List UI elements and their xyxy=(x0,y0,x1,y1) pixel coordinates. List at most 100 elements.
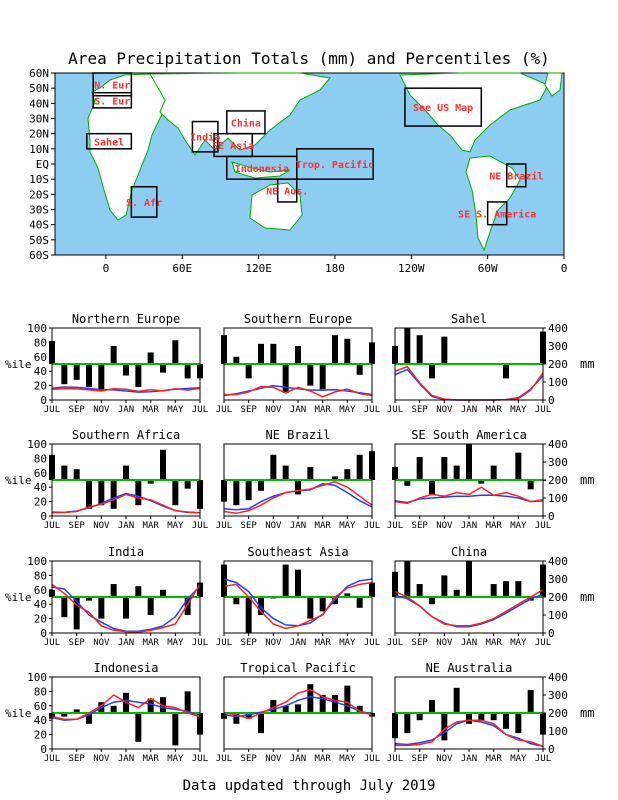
x-tick-label: JUL xyxy=(364,521,380,531)
normal-precip-line xyxy=(223,384,373,397)
y-tick-label: 0 xyxy=(40,627,47,640)
percentile-bar xyxy=(172,340,179,364)
percentile-bar xyxy=(135,713,142,742)
percentile-bar xyxy=(404,561,411,597)
percentile-bar xyxy=(416,456,423,480)
map-lat-label: 20N xyxy=(29,128,49,141)
percentile-bar xyxy=(270,700,277,713)
y2-tick-label: 100 xyxy=(548,609,568,622)
y2-tick-label: 400 xyxy=(548,671,568,684)
x-tick-label: JUL xyxy=(192,521,208,531)
percentile-bar xyxy=(184,480,191,489)
map-lon-label: 180 xyxy=(325,262,345,275)
observed-precip-line xyxy=(223,581,373,630)
x-tick-label: JUL xyxy=(216,405,232,415)
percentile-bar xyxy=(356,597,363,608)
percentile-bar xyxy=(233,480,240,506)
x-tick-label: NOV xyxy=(265,521,282,531)
percentile-bar xyxy=(98,597,105,619)
percentile-bar xyxy=(307,684,314,713)
percentile-bar xyxy=(270,454,277,480)
percentile-bar xyxy=(490,584,497,597)
percentile-bar xyxy=(73,597,80,630)
percentile-bar xyxy=(73,364,80,380)
x-tick-label: MAY xyxy=(339,521,356,531)
map-region-box xyxy=(276,178,298,203)
x-tick-label: NOV xyxy=(93,638,110,648)
percentile-bar xyxy=(184,364,191,379)
y-tick-label: 60 xyxy=(34,700,47,713)
x-tick-label: JUL xyxy=(535,521,551,531)
figure-title: Area Precipitation Totals (mm) and Perce… xyxy=(68,49,550,68)
x-tick-label: NOV xyxy=(265,638,282,648)
x-tick-label: JUL xyxy=(192,405,208,415)
percentile-bar xyxy=(160,364,166,373)
map-lon-label: 60E xyxy=(172,262,192,275)
x-tick-label: NOV xyxy=(93,405,110,415)
percentile-bar xyxy=(172,713,179,746)
y2-tick-label: 100 xyxy=(548,376,568,389)
percentile-bar xyxy=(258,713,264,734)
x-tick-label: SEP xyxy=(69,405,86,415)
x-tick-label: SEP xyxy=(69,521,86,531)
observed-precip-line xyxy=(224,385,373,398)
percentile-bar xyxy=(110,584,117,597)
x-tick-label: MAR xyxy=(486,521,503,531)
map-region-box xyxy=(191,120,219,153)
y-tick-label: 100 xyxy=(27,438,47,451)
map-region-box xyxy=(486,201,508,226)
normal-precip-line xyxy=(394,494,544,504)
y-tick-label: 100 xyxy=(27,671,47,684)
map-lon-label: 120E xyxy=(245,262,272,275)
percentile-bar xyxy=(233,597,240,605)
percentile-bar xyxy=(147,480,154,484)
percentile-bar xyxy=(356,454,363,480)
x-tick-label: JAN xyxy=(290,638,306,648)
percentile-bar xyxy=(503,581,509,597)
map-region-label: SE S. America xyxy=(458,208,536,220)
map-region-label: N. Eur xyxy=(94,80,130,91)
percentile-bar xyxy=(86,480,92,509)
observed-precip-line xyxy=(395,719,544,748)
y-tick-label: 40 xyxy=(34,714,47,727)
percentile-bar xyxy=(295,480,301,495)
x-tick-label: MAY xyxy=(167,638,184,648)
observed-precip-line xyxy=(51,694,201,721)
percentile-bar xyxy=(344,338,351,364)
y-tick-label: 0 xyxy=(40,394,47,407)
percentile-bar xyxy=(404,480,411,486)
percentile-bar xyxy=(295,704,301,713)
x-tick-label: JUL xyxy=(387,638,403,648)
observed-precip-line xyxy=(223,481,373,515)
percentile-bar xyxy=(515,581,522,597)
map-region-label: S. Eur xyxy=(94,96,130,107)
map-region-label: S. Afr xyxy=(126,198,162,209)
percentile-bar xyxy=(344,685,351,713)
y2-tick-label: 0 xyxy=(548,394,555,407)
observed-precip-line xyxy=(394,365,544,401)
y2-tick-label: 200 xyxy=(548,707,568,720)
x-tick-label: JUL xyxy=(535,638,551,648)
y2-tick-label: 200 xyxy=(548,591,568,604)
map-region-label: Sahel xyxy=(94,137,124,148)
percentile-bar xyxy=(147,352,154,364)
y-tick-label: 20 xyxy=(34,729,47,742)
map-lat-label: 60N xyxy=(29,67,49,80)
y2-axis-label: mm xyxy=(580,473,594,487)
panel-title: India xyxy=(108,545,144,559)
percentile-bar xyxy=(319,597,326,612)
x-tick-label: JAN xyxy=(118,638,134,648)
percentile-bar xyxy=(295,569,301,597)
percentile-bar xyxy=(73,469,80,480)
x-tick-label: NOV xyxy=(436,521,453,531)
y2-tick-label: 300 xyxy=(548,689,568,702)
x-tick-label: MAR xyxy=(143,638,160,648)
percentile-bar xyxy=(429,597,435,605)
map-lat-label: 10S xyxy=(29,173,49,186)
x-tick-label: MAR xyxy=(315,405,332,415)
percentile-bar xyxy=(245,597,252,633)
x-tick-label: JAN xyxy=(461,405,477,415)
percentile-bar xyxy=(258,480,264,491)
panel: Southeast Asia JUL SEP NOV JAN MAR MAY JUL xyxy=(216,545,380,648)
map-lat-label: 50N xyxy=(29,82,49,95)
